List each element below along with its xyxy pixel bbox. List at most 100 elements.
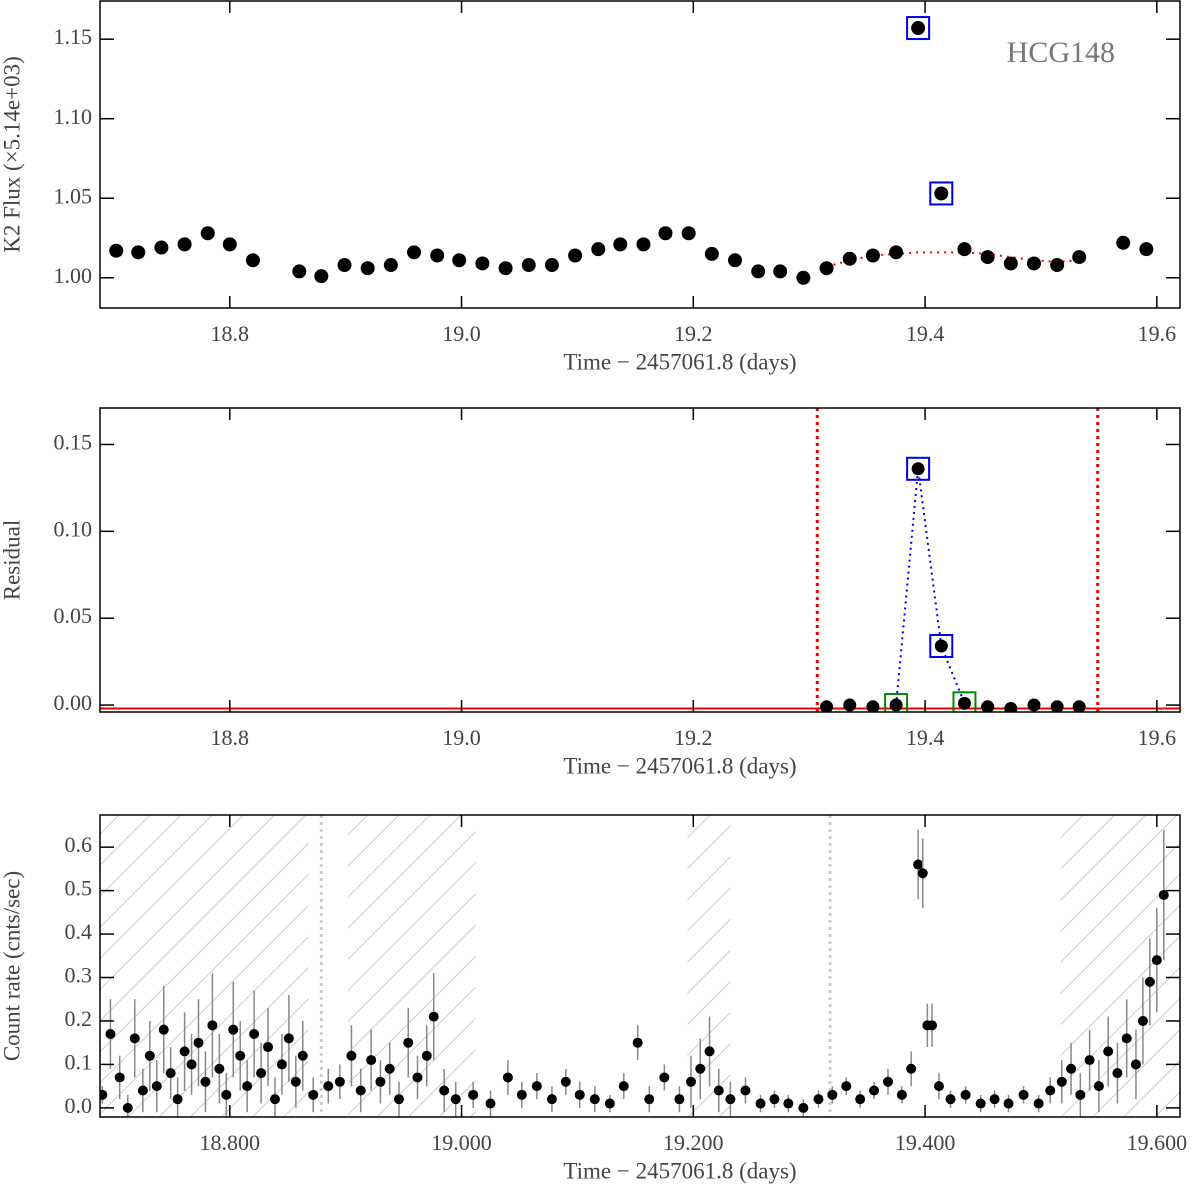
x-axis-label: Time − 2457061.8 (days) <box>563 349 796 374</box>
data-point <box>366 1055 377 1066</box>
data-point <box>100 1089 108 1100</box>
data-point <box>1050 258 1065 273</box>
data-point <box>869 1085 880 1096</box>
data-point <box>1027 698 1041 712</box>
data-point <box>421 1050 432 1061</box>
data-point <box>109 243 124 258</box>
data-point <box>314 269 329 284</box>
x-tick-label: 19.6 <box>1138 321 1177 346</box>
data-point <box>989 1094 1000 1105</box>
data-point <box>235 1050 246 1061</box>
x-tick-label: 19.0 <box>442 725 481 750</box>
data-point <box>913 859 924 870</box>
data-point <box>1116 235 1131 250</box>
data-point <box>154 240 169 255</box>
data-point <box>1151 955 1162 966</box>
y-tick-label: 0.4 <box>65 919 93 944</box>
data-point <box>468 1089 479 1100</box>
axes-frame <box>99 814 1181 1118</box>
shaded-region <box>1060 815 1180 1117</box>
data-point <box>452 253 467 268</box>
data-point <box>129 1033 140 1044</box>
x-tick-label: 19.2 <box>674 321 713 346</box>
highlight-box <box>952 691 977 712</box>
data-point <box>228 1024 239 1035</box>
data-point <box>1084 1055 1095 1066</box>
data-point <box>704 1046 715 1057</box>
data-point <box>245 253 260 268</box>
x-tick-label: 19.4 <box>906 321 945 346</box>
highlight-box <box>929 633 954 658</box>
data-point <box>137 1085 148 1096</box>
x-tick-label: 19.400 <box>895 1130 956 1155</box>
data-point <box>855 1094 866 1105</box>
data-point <box>179 1046 190 1057</box>
data-point <box>544 258 559 273</box>
data-point <box>1144 976 1155 987</box>
data-point <box>755 1098 766 1109</box>
annotation: HCG148 <box>1007 36 1115 69</box>
data-point <box>1112 1068 1123 1079</box>
data-point <box>813 1094 824 1105</box>
data-point <box>674 1094 685 1105</box>
data-point <box>796 270 811 285</box>
data-point <box>516 1089 527 1100</box>
y-tick-label: 0.05 <box>54 603 93 628</box>
data-point <box>269 1094 280 1105</box>
data-point <box>256 1068 267 1079</box>
data-point <box>957 696 971 710</box>
data-point <box>360 261 375 276</box>
data-point <box>521 258 536 273</box>
shaded-region <box>100 815 309 1117</box>
data-point <box>1026 256 1041 271</box>
y-axis-label: K2 Flux (×5.14e+03) <box>0 56 24 253</box>
data-point <box>375 1076 386 1087</box>
y-tick-label: 0.15 <box>54 430 93 455</box>
data-point <box>1050 700 1064 712</box>
x-tick-label: 18.800 <box>200 1130 261 1155</box>
data-point <box>450 1094 461 1105</box>
data-point <box>1033 1098 1044 1109</box>
data-point <box>751 264 766 279</box>
data-point <box>591 242 606 257</box>
y-tick-label: 0.0 <box>65 1093 93 1118</box>
data-point <box>659 1072 670 1083</box>
data-point <box>658 226 673 241</box>
data-point <box>1075 1089 1086 1100</box>
data-point <box>158 1024 169 1035</box>
x-tick-label: 19.000 <box>431 1130 492 1155</box>
y-tick-label: 0.3 <box>65 963 93 988</box>
data-point <box>632 1037 643 1048</box>
data-point <box>618 1081 629 1092</box>
data-point <box>214 1063 225 1074</box>
y-tick-label: 0.5 <box>65 876 93 901</box>
y-tick-label: 0.2 <box>65 1006 93 1031</box>
data-point <box>346 1050 357 1061</box>
data-point <box>430 248 445 263</box>
data-point <box>242 1081 253 1092</box>
x-tick-label: 19.600 <box>1127 1130 1188 1155</box>
data-point <box>131 245 146 260</box>
data-point <box>200 1076 211 1087</box>
data-point <box>393 1094 404 1105</box>
data-point <box>866 700 880 712</box>
data-point <box>308 1089 319 1100</box>
data-point <box>980 250 995 265</box>
data-point <box>531 1081 542 1092</box>
data-point <box>337 258 352 273</box>
data-point <box>297 1050 308 1061</box>
data-point <box>207 1020 218 1031</box>
data-point <box>917 868 928 879</box>
plot-area <box>100 408 1180 712</box>
data-point <box>906 1063 917 1074</box>
data-point <box>568 248 583 263</box>
data-point <box>713 1085 724 1096</box>
data-point <box>882 1076 893 1087</box>
highlight-box <box>906 456 931 481</box>
x-axis-label: Time − 2457061.8 (days) <box>563 753 796 778</box>
data-point <box>827 1089 838 1100</box>
data-point <box>1139 242 1154 257</box>
data-point <box>292 264 307 279</box>
data-point <box>820 700 834 712</box>
